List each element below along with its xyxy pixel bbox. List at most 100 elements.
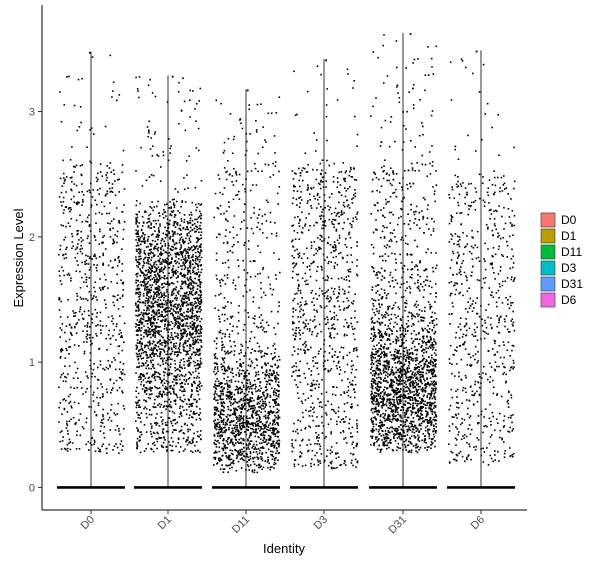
data-point <box>166 357 169 359</box>
data-point <box>147 84 150 87</box>
data-point <box>229 340 231 342</box>
data-point <box>223 297 226 299</box>
data-point <box>161 420 163 423</box>
data-point <box>229 449 232 451</box>
data-point <box>260 356 263 358</box>
data-point <box>227 396 230 398</box>
data-point <box>226 441 229 443</box>
data-point <box>174 324 176 326</box>
data-point <box>80 244 82 247</box>
data-point <box>249 440 252 442</box>
data-point <box>138 414 140 416</box>
data-point <box>192 402 194 405</box>
data-point <box>150 306 152 309</box>
data-point <box>172 240 174 242</box>
data-point <box>177 351 179 353</box>
data-point <box>213 386 215 388</box>
data-point <box>337 456 340 458</box>
data-point <box>151 265 154 268</box>
data-point <box>186 277 189 279</box>
data-point <box>199 418 202 421</box>
data-point <box>157 260 159 262</box>
data-point <box>276 192 279 195</box>
data-point <box>163 339 166 341</box>
data-point <box>227 350 229 353</box>
data-point <box>87 263 90 265</box>
data-point <box>164 275 166 277</box>
data-point <box>163 341 165 344</box>
data-point <box>136 214 138 216</box>
data-point <box>163 277 165 279</box>
data-point <box>234 388 237 391</box>
data-point <box>274 402 277 405</box>
data-point <box>101 201 103 203</box>
data-point <box>243 408 246 410</box>
data-point <box>265 421 268 424</box>
data-point <box>198 366 201 369</box>
data-point <box>145 179 148 182</box>
data-point <box>171 425 174 427</box>
data-point <box>194 354 197 356</box>
data-point <box>320 73 322 76</box>
data-point <box>92 297 94 299</box>
data-point <box>252 422 255 424</box>
data-point <box>189 264 192 267</box>
data-point <box>135 256 137 258</box>
data-point <box>180 233 182 235</box>
data-point <box>196 364 198 366</box>
data-point <box>235 428 237 431</box>
data-point <box>188 232 190 234</box>
data-point <box>189 222 192 224</box>
data-point <box>262 393 265 396</box>
data-point <box>177 334 180 336</box>
data-point <box>225 369 228 371</box>
data-point <box>190 396 192 398</box>
data-point <box>304 152 307 154</box>
data-point <box>167 405 170 407</box>
data-point <box>278 301 280 303</box>
data-point <box>142 314 144 316</box>
data-point <box>252 404 255 407</box>
data-point <box>247 438 249 440</box>
data-point <box>255 430 257 432</box>
data-point <box>136 264 138 267</box>
data-point <box>214 295 217 297</box>
data-point <box>246 398 249 400</box>
data-point <box>135 217 137 219</box>
data-point <box>192 347 195 349</box>
data-point <box>186 345 189 347</box>
data-point <box>140 251 142 253</box>
data-point <box>90 127 93 129</box>
data-point <box>181 252 184 254</box>
data-point <box>239 364 241 367</box>
data-point <box>118 178 120 181</box>
data-point <box>271 380 274 382</box>
data-point <box>189 331 191 334</box>
data-point <box>184 422 186 425</box>
data-point <box>342 227 344 230</box>
data-point <box>153 402 156 405</box>
data-point <box>170 422 173 425</box>
data-point <box>163 293 165 295</box>
data-point <box>144 234 146 236</box>
data-point <box>170 363 172 365</box>
data-point <box>138 349 140 351</box>
data-point <box>100 332 102 334</box>
data-point <box>68 346 70 348</box>
data-point <box>102 288 104 291</box>
data-point <box>224 421 227 424</box>
data-point <box>65 340 67 343</box>
data-point <box>66 349 68 352</box>
data-point <box>174 322 177 324</box>
data-point <box>199 252 201 254</box>
data-point <box>82 239 84 241</box>
data-point <box>91 318 93 321</box>
data-point <box>113 329 116 331</box>
data-point <box>189 217 192 219</box>
data-point <box>167 358 170 361</box>
data-point <box>174 367 176 369</box>
data-point <box>193 222 196 225</box>
data-point <box>174 403 177 405</box>
data-point <box>199 330 202 333</box>
data-point <box>255 371 257 374</box>
